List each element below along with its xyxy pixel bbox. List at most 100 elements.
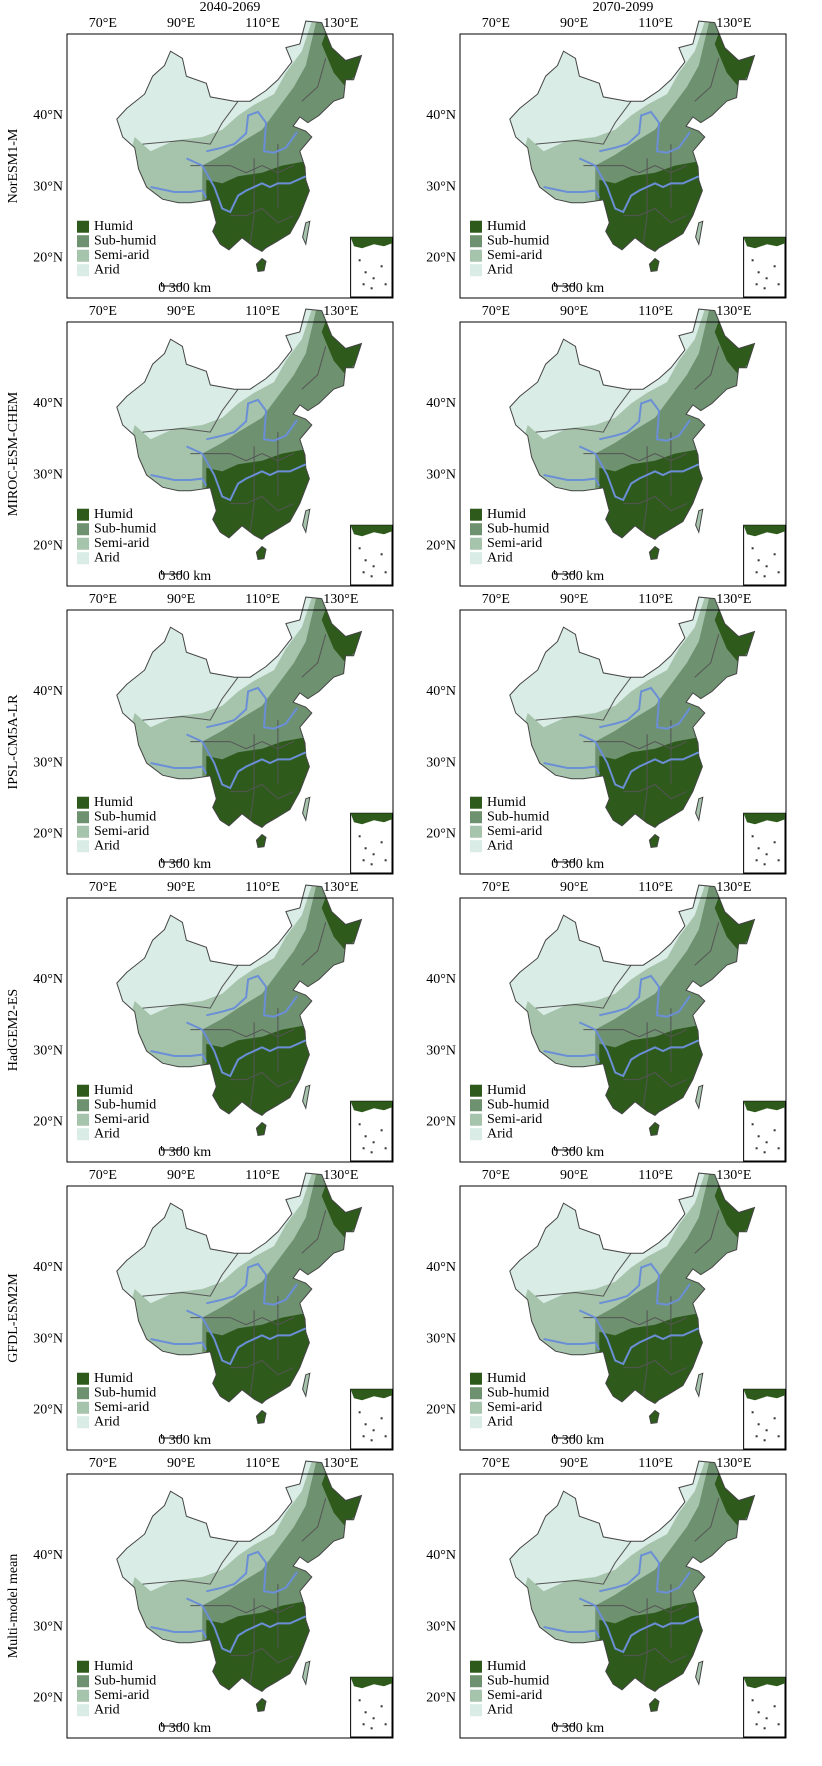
province-border [230,1647,295,1664]
province-border [301,1498,327,1542]
legend-swatch [470,523,482,536]
inset-island [777,859,780,862]
legend-label: Arid [94,262,120,277]
legend-swatch [470,1416,482,1429]
legend-label: Arid [487,1702,513,1717]
legend-label: Humid [487,795,526,810]
legend-label: Semi-arid [487,536,542,551]
legend-swatch [470,1704,482,1717]
scale-bar [554,1146,576,1151]
legend-label: Semi-arid [94,1400,149,1415]
river [206,974,298,1018]
inset-island [755,1723,758,1726]
latitude-label: 20°N [33,251,63,266]
province-border [249,1022,255,1109]
legend-swatch [77,1372,89,1385]
longitude-label: 70°E [89,1168,117,1183]
legend-swatch [470,1113,482,1126]
inset-island [384,283,387,286]
legend-swatch [470,1689,482,1702]
legend-swatch [77,264,89,277]
scale-bar [554,282,576,287]
row-label: HadGEM2-ES [6,989,21,1071]
legend-label: Semi-arid [487,1400,542,1415]
river [578,1021,700,1078]
latitude-label: 30°N [33,467,63,482]
legend-swatch [77,1675,89,1688]
legend-label: Sub-humid [487,809,549,824]
country-border [116,884,363,1117]
province-border [694,634,720,678]
scale-label: 0 300 km [158,1433,211,1448]
scale-label: 0 300 km [158,281,211,296]
scale-bar [161,282,183,287]
longitude-label: 70°E [89,592,117,607]
province-border [142,388,239,433]
row-label: IPSL-CM5A-LR [6,694,21,790]
legend-label: Sub-humid [487,521,549,536]
map-panel: 70°E 90°E 110°E 130°E 40°N 30°N 20°N HumidSub-h… [426,880,787,1163]
inset-island [364,1711,367,1714]
panel-frame [66,609,394,875]
latitude-label: 30°N [426,179,456,194]
river [599,1262,691,1306]
scale-label: 0 300 km [158,569,211,584]
longitude-label: 130°E [716,1168,751,1183]
longitude-label: 110°E [245,1168,280,1183]
legend-label: Humid [487,1659,526,1674]
country-border [116,308,363,541]
inset-island [362,571,365,574]
legend-swatch [470,537,482,550]
taiwan [695,508,704,534]
latitude-label: 40°N [426,1260,456,1275]
legend-label: Humid [487,219,526,234]
inset-island [757,271,760,274]
longitude-label: 130°E [716,16,751,31]
province-border [642,1598,648,1685]
inset-island [765,1717,768,1720]
river [543,474,601,487]
inset-island [372,277,375,280]
column-title: 2040-2069 [200,0,261,15]
river [185,157,307,214]
country-border [116,596,363,829]
inset-island [380,1705,383,1708]
inset-island [384,1147,387,1150]
legend-swatch [470,264,482,277]
longitude-label: 110°E [638,304,673,319]
inset-island [362,1435,365,1438]
longitude-label: 70°E [482,592,510,607]
inset-island [757,1135,760,1138]
province-border [535,100,632,145]
panel-frame [459,609,787,875]
inset-island [372,1717,375,1720]
river [599,398,691,442]
legend-swatch [77,1128,89,1141]
latitude-label: 40°N [426,684,456,699]
legend-swatch [470,1675,482,1688]
latitude-label: 20°N [33,1691,63,1706]
hainan [255,833,267,848]
latitude-label: 30°N [33,179,63,194]
legend-swatch [77,1084,89,1097]
longitude-label: 90°E [167,880,195,895]
panel-frame [66,1473,394,1739]
inset-island [755,859,758,862]
province-border [642,446,648,533]
inset-land [350,1389,392,1401]
latitude-label: 40°N [426,108,456,123]
inset-island [765,565,768,568]
longitude-label: 130°E [323,880,358,895]
panel-frame [66,1185,394,1451]
latitude-label: 40°N [426,1548,456,1563]
legend-swatch [77,1387,89,1400]
latitude-label: 20°N [426,1115,456,1130]
inset-island [358,1123,361,1126]
latitude-label: 20°N [426,1691,456,1706]
hainan [648,1697,660,1712]
legend-swatch [77,552,89,565]
river [150,762,208,775]
river [599,974,691,1018]
longitude-label: 130°E [716,592,751,607]
map-panel: 70°E 90°E 110°E 130°E 40°N 30°N 20°N HumidSub-h… [33,304,394,587]
